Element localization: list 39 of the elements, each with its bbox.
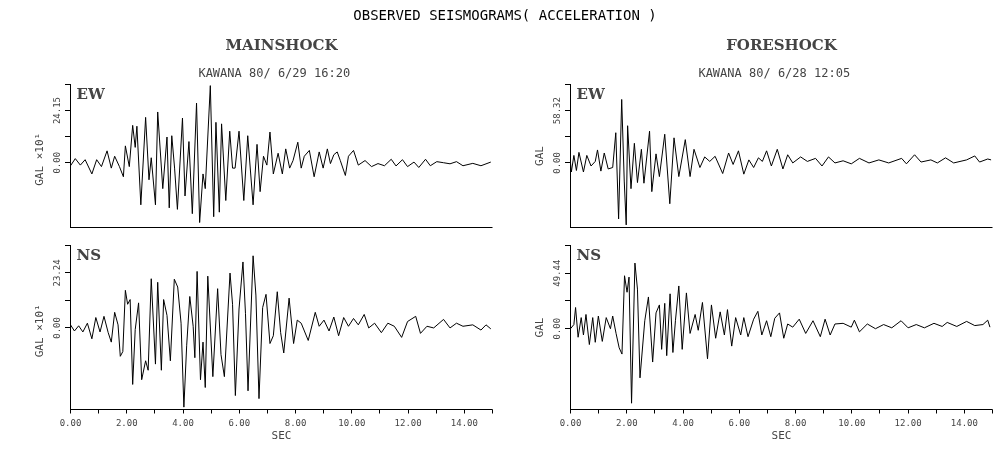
y-tick-label: 49.44 xyxy=(552,259,563,287)
annotation: EW xyxy=(576,84,606,103)
annotation: NS xyxy=(576,245,602,264)
y-tick-label: 58.32 xyxy=(552,97,563,125)
x-tick-label: 12.00 xyxy=(894,417,922,428)
x-tick-label: 14.00 xyxy=(450,417,478,428)
x-tick-label: 6.00 xyxy=(228,417,251,428)
x-tick-label: 12.00 xyxy=(394,417,422,428)
x-tick-label: 8.00 xyxy=(784,417,807,428)
annotation: EW xyxy=(76,84,106,103)
x-tick-label: 4.00 xyxy=(172,417,194,428)
x-tick-label: 0.00 xyxy=(559,417,582,428)
chart-title: MAINSHOCK xyxy=(225,35,339,54)
x-tick-label: 14.00 xyxy=(950,417,978,428)
y-tick-label: 23.24 xyxy=(52,259,63,287)
y-axis-title: GAL ×10¹ xyxy=(32,132,46,186)
chart-title: FORESHOCK xyxy=(726,35,838,54)
y-tick-label: 0.00 xyxy=(52,151,63,174)
y-tick-label: 0.00 xyxy=(52,317,63,339)
y-tick-label: 0.00 xyxy=(552,317,563,340)
chart-subtitle: KAWANA 80/ 6/29 16:20 xyxy=(198,65,351,80)
y-axis-title: GAL ×10¹ xyxy=(32,304,46,358)
x-tick-label: 8.00 xyxy=(284,417,307,428)
y-axis-title: GAL xyxy=(532,317,546,338)
x-axis-title: SEC xyxy=(271,428,292,442)
x-tick-label: 4.00 xyxy=(672,417,694,428)
x-tick-label: 10.00 xyxy=(838,417,866,428)
annotation: NS xyxy=(76,245,102,264)
x-tick-label: 2.00 xyxy=(115,417,138,428)
text: OBSERVED SEISMOGRAMS( ACCELERATION ) xyxy=(352,6,658,25)
y-axis-title: GAL xyxy=(532,145,546,166)
x-tick-label: 10.00 xyxy=(338,417,366,428)
x-tick-label: 2.00 xyxy=(615,417,638,428)
chart-subtitle: KAWANA 80/ 6/28 12:05 xyxy=(698,65,851,80)
x-tick-label: 0.00 xyxy=(59,417,82,428)
x-axis-title: SEC xyxy=(771,428,792,442)
y-tick-label: 24.15 xyxy=(52,97,63,125)
y-tick-label: 0.00 xyxy=(552,152,563,174)
x-tick-label: 6.00 xyxy=(728,417,751,428)
